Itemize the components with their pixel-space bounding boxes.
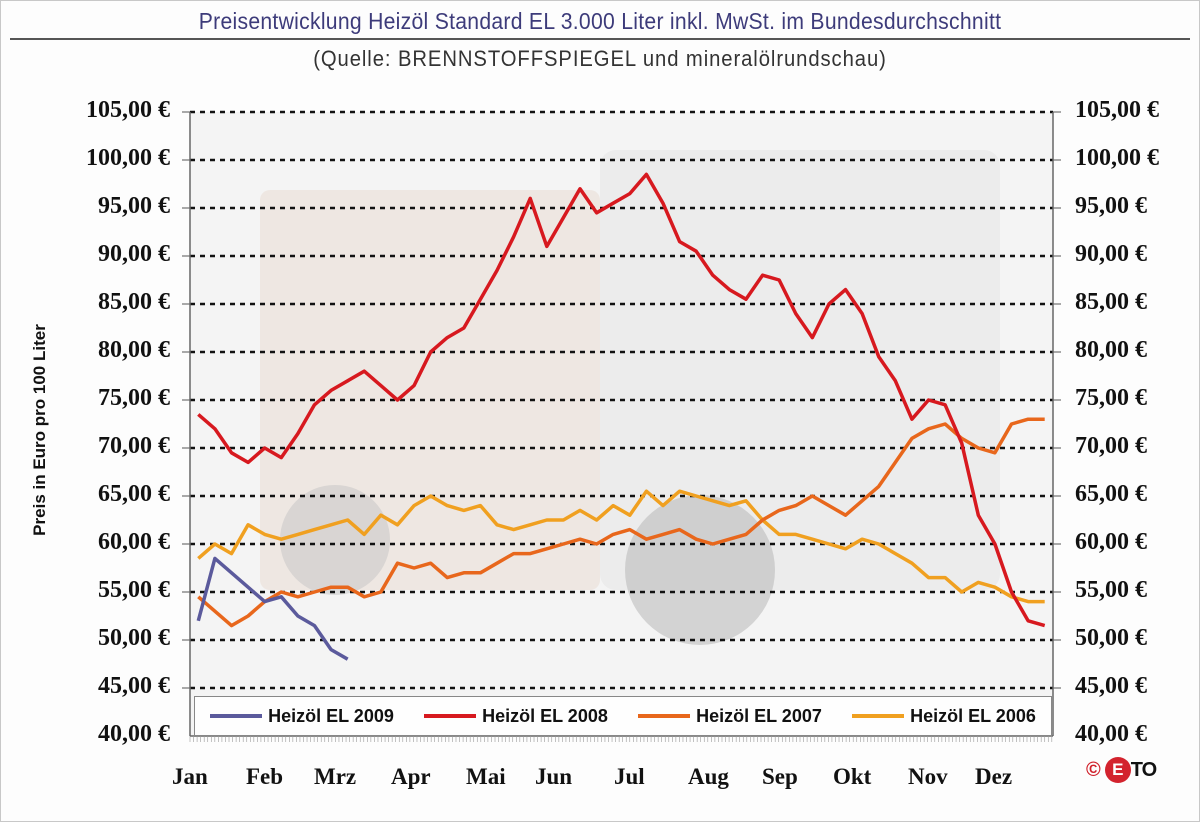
series-line-heizöl-el-2007 [197,417,1045,628]
logo-text: TO [1130,758,1157,781]
legend-swatch-icon [638,714,691,718]
legend-swatch-icon [852,714,905,718]
y-tick-label-right: 95,00 € [1075,193,1147,219]
legend-swatch-icon [210,714,263,718]
copyright-icon: © [1086,758,1101,781]
x-tick-label-month: Jul [614,764,645,789]
y-tick-label-right: 100,00 € [1075,145,1159,171]
series-line-heizöl-el-2008 [197,172,1046,628]
ceto-logo: © E TO [1086,757,1157,783]
y-tick-label-left: 75,00 € [98,385,170,411]
x-tick-label-month: Nov [908,764,948,789]
y-tick-label-right: 55,00 € [1075,577,1147,603]
legend-item-2009: Heizöl EL 2009 [210,706,394,727]
legend-item-2007: Heizöl EL 2007 [638,706,822,727]
chart-title: Preisentwicklung Heizöl Standard EL 3.00… [198,8,1002,34]
y-tick-label-right: 45,00 € [1075,673,1147,699]
y-tick-label-right: 70,00 € [1075,433,1147,459]
legend: Heizöl EL 2009 Heizöl EL 2008 Heizöl EL … [194,696,1052,736]
y-tick-label-right: 75,00 € [1075,385,1147,411]
y-tick-label-right: 105,00 € [1075,97,1159,123]
y-tick-label-left: 60,00 € [98,529,170,555]
x-tick-label-month: Dez [975,764,1013,789]
y-tick-label-right: 90,00 € [1075,241,1147,267]
x-tick-label-month: Apr [391,764,431,789]
y-tick-label-left: 105,00 € [86,97,170,123]
y-tick-label-left: 45,00 € [98,673,170,699]
x-tick-label-month: Feb [246,764,284,789]
y-tick-label-left: 40,00 € [98,721,170,747]
y-tick-label-right: 60,00 € [1075,529,1147,555]
y-tick-label-left: 80,00 € [98,337,170,363]
y-tick-label-left: 55,00 € [98,577,170,603]
chart-subtitle: (Quelle: BRENNSTOFFSPIEGEL und mineralöl… [313,46,887,71]
y-tick-label-right: 40,00 € [1075,721,1147,747]
x-tick-label-month: Jun [535,764,573,789]
x-tick-label-month: Aug [688,764,729,789]
y-tick-label-right: 65,00 € [1075,481,1147,507]
y-tick-label-left: 95,00 € [98,193,170,219]
y-tick-label-left: 70,00 € [98,433,170,459]
legend-item-2008: Heizöl EL 2008 [424,706,608,727]
x-tick-label-month: Mrz [314,764,357,789]
series-line-heizöl-el-2006 [197,489,1045,604]
y-tick-label-left: 100,00 € [86,145,170,171]
x-tick-label-month: Okt [833,764,872,789]
y-tick-label-left: 85,00 € [98,289,170,315]
x-tick-label-month: Jan [172,764,208,789]
y-tick-label-left: 90,00 € [98,241,170,267]
x-tick-label-month: Mai [466,764,506,789]
legend-item-2006: Heizöl EL 2006 [852,706,1036,727]
y-tick-label-left: 65,00 € [98,481,170,507]
logo-mark-icon: E [1104,757,1131,783]
legend-swatch-icon [424,714,477,718]
y-tick-label-left: 50,00 € [98,625,170,651]
title-underline [10,38,1190,40]
y-tick-label-right: 85,00 € [1075,289,1147,315]
series-line-heizöl-el-2009 [196,556,349,661]
y-tick-label-right: 50,00 € [1075,625,1147,651]
y-tick-label-right: 80,00 € [1075,337,1147,363]
x-tick-label-month: Sep [762,764,798,789]
